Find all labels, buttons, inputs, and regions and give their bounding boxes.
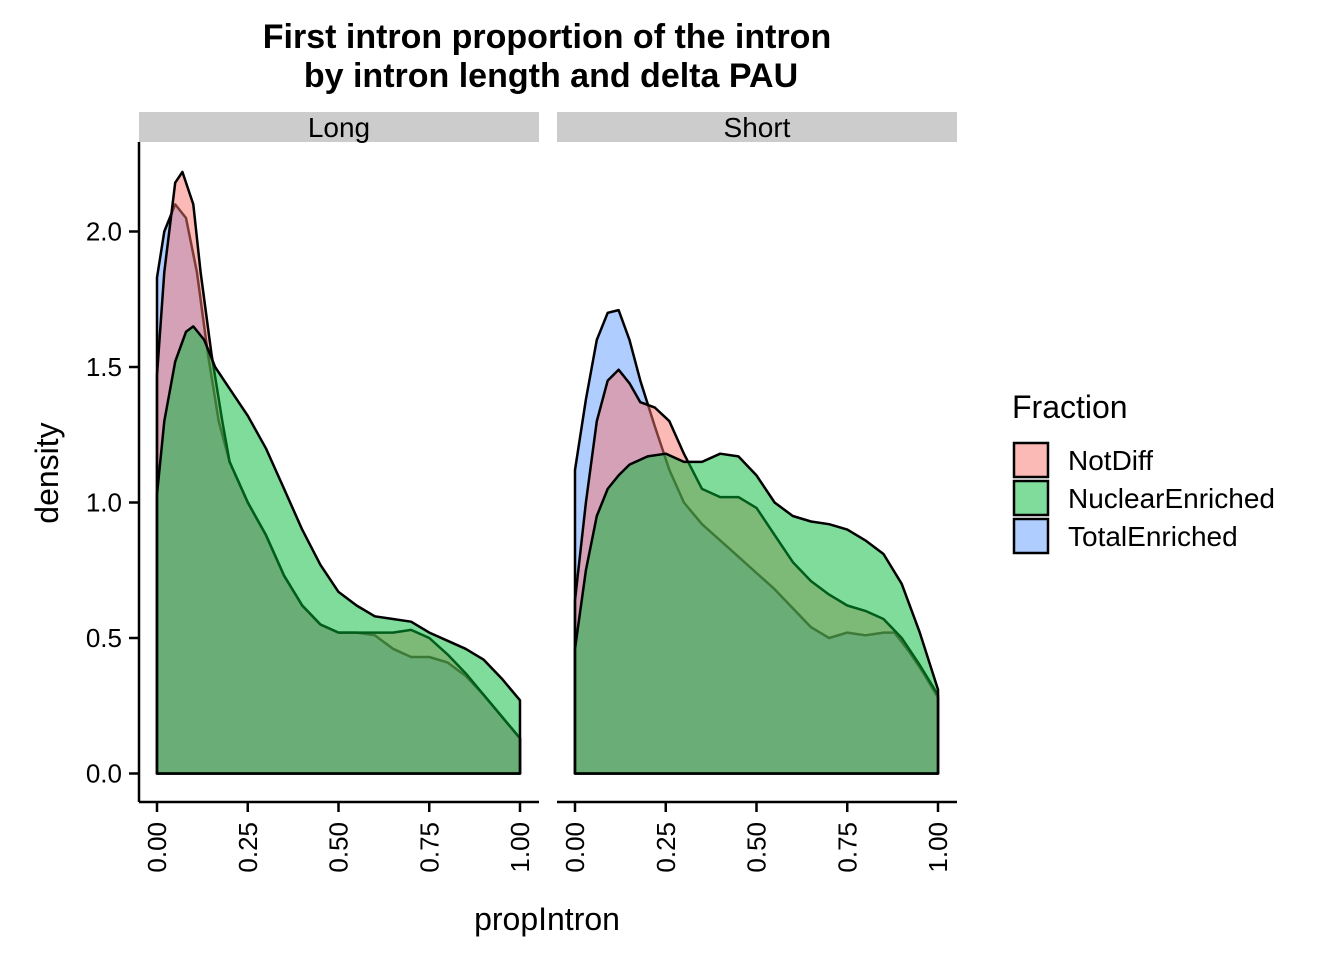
x-tick-label-long: 0.00 — [142, 822, 172, 873]
legend: Fraction NotDiff NuclearEnriched TotalEnri… — [1012, 389, 1275, 555]
legend-swatch-nuclearenriched — [1012, 479, 1050, 517]
chart-title-line-1: First intron proportion of the intron — [263, 18, 831, 56]
legend-title: Fraction — [1012, 389, 1128, 425]
legend-label-nuclearenriched: NuclearEnriched — [1068, 483, 1275, 514]
facet-label-short: Short — [724, 112, 791, 143]
legend-swatch-notdiff — [1012, 441, 1050, 479]
y-axis: 0.0 0.5 1.0 1.5 2.0 — [86, 142, 141, 802]
density-area-long-nuclearenriched — [155, 325, 522, 775]
y-tick-label: 0.5 — [86, 623, 122, 653]
x-axis-title: propIntron — [474, 901, 620, 937]
legend-swatch-totalenriched — [1012, 517, 1050, 555]
y-axis-title: density — [29, 422, 65, 523]
facet-long: Long 0.00 0.25 0.50 0.75 1.00 — [139, 112, 539, 873]
x-tick-label-short: 0.75 — [832, 822, 862, 873]
legend-label-totalenriched: TotalEnriched — [1068, 521, 1238, 552]
facet-strip-short — [557, 112, 957, 142]
y-tick-label: 0.0 — [86, 759, 122, 789]
facet-short: Short 0.00 0.25 0.50 0.75 1.00 — [557, 112, 957, 873]
facet-panels: Long 0.00 0.25 0.50 0.75 1.00 Short 0.00 0.25 0.5… — [139, 112, 957, 873]
x-tick-label-short: 0.00 — [560, 822, 590, 873]
x-tick-label-long: 0.50 — [324, 822, 354, 873]
x-tick-label-long: 1.00 — [505, 822, 535, 873]
x-tick-label-long: 0.75 — [414, 822, 444, 873]
legend-label-notdiff: NotDiff — [1068, 445, 1153, 476]
x-tick-label-short: 0.50 — [742, 822, 772, 873]
y-tick-label: 1.5 — [86, 352, 122, 382]
y-tick-label: 1.0 — [86, 488, 122, 518]
facet-label-long: Long — [308, 112, 370, 143]
x-tick-label-short: 0.25 — [651, 822, 681, 873]
chart-title-line-2: by intron length and delta PAU — [304, 57, 798, 95]
facet-strip-long — [139, 112, 539, 142]
x-tick-label-long: 0.25 — [233, 822, 263, 873]
density-area-short-nuclearenriched — [573, 452, 940, 775]
y-tick-label: 2.0 — [86, 217, 122, 247]
x-tick-label-short: 1.00 — [923, 822, 953, 873]
